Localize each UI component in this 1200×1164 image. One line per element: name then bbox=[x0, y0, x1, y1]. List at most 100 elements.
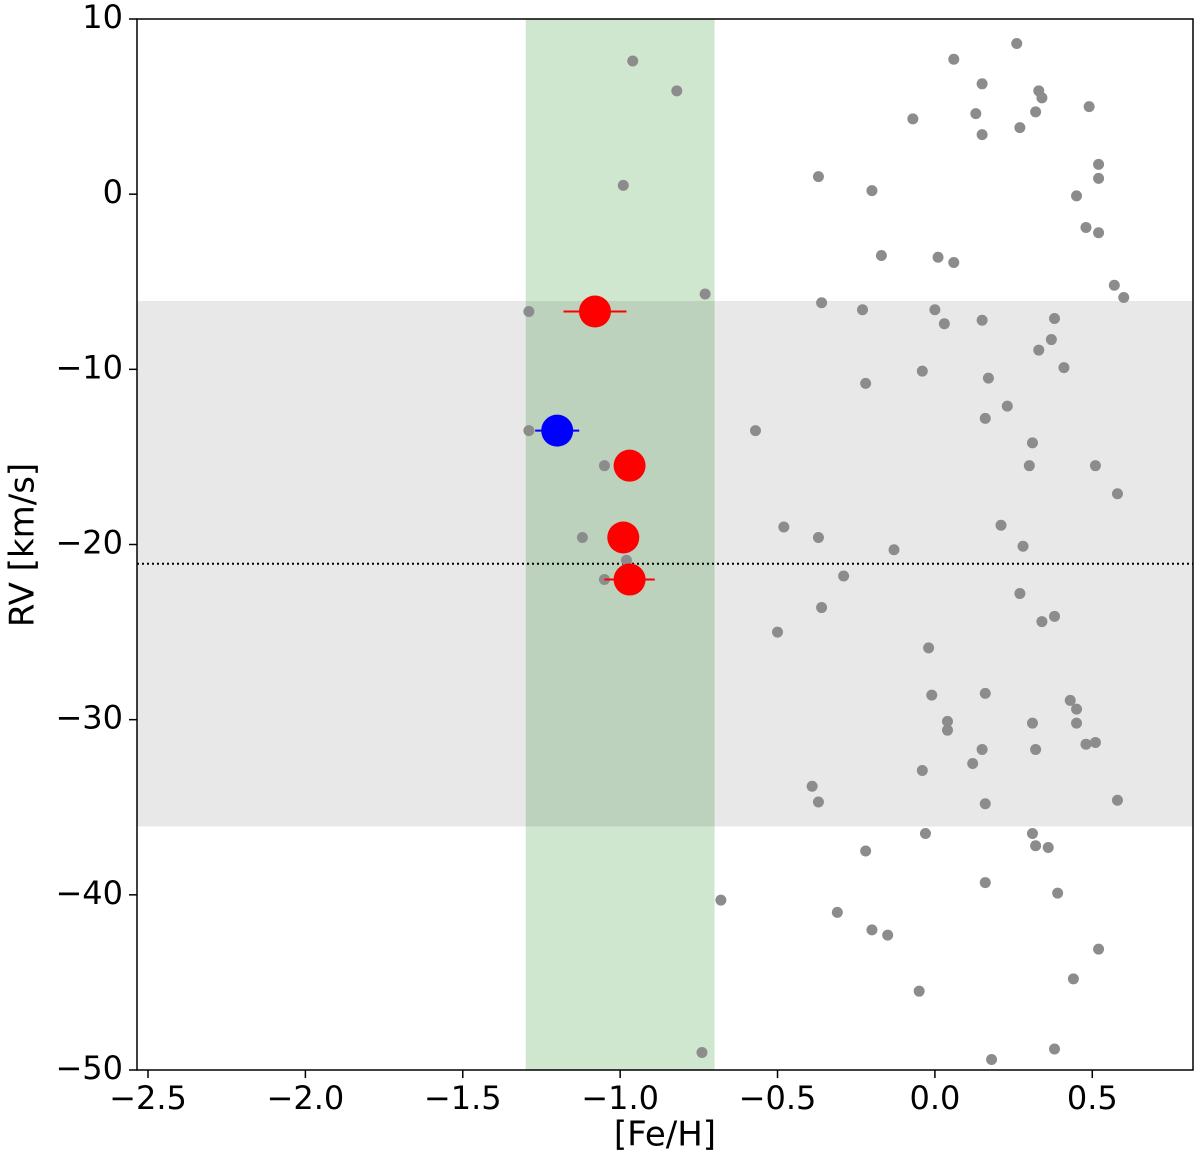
x-tick-label: −2.5 bbox=[109, 1079, 187, 1117]
data-point bbox=[523, 306, 535, 318]
data-point bbox=[1093, 172, 1105, 184]
y-tick-label: 0 bbox=[103, 173, 123, 211]
data-point bbox=[1023, 460, 1035, 472]
x-tick-label: −1.5 bbox=[424, 1079, 502, 1117]
data-point bbox=[715, 894, 727, 906]
y-axis-label: RV [km/s] bbox=[3, 463, 43, 627]
data-point bbox=[607, 521, 640, 554]
data-point bbox=[860, 377, 872, 389]
data-point bbox=[1064, 694, 1076, 706]
data-point bbox=[1067, 973, 1079, 985]
data-point bbox=[1093, 227, 1105, 239]
data-point bbox=[1118, 292, 1130, 304]
data-point bbox=[1071, 190, 1083, 202]
y-tick-label: 10 bbox=[82, 0, 123, 36]
data-point bbox=[620, 554, 632, 566]
data-point bbox=[866, 924, 878, 936]
data-point bbox=[941, 724, 953, 736]
data-point bbox=[1017, 540, 1029, 552]
data-point bbox=[979, 798, 991, 810]
data-point bbox=[749, 425, 761, 437]
data-point bbox=[982, 372, 994, 384]
data-point bbox=[976, 129, 988, 141]
data-point bbox=[1049, 1043, 1061, 1055]
data-point bbox=[806, 780, 818, 792]
data-point bbox=[1014, 122, 1026, 134]
y-tick-label: −50 bbox=[55, 1049, 123, 1087]
data-point bbox=[1052, 887, 1064, 899]
plot-frame bbox=[136, 18, 1194, 1071]
data-point bbox=[1108, 279, 1120, 291]
data-point bbox=[816, 297, 828, 309]
data-point bbox=[1036, 92, 1048, 104]
data-point bbox=[1011, 38, 1023, 50]
data-point bbox=[541, 414, 574, 447]
data-point bbox=[948, 53, 960, 65]
data-point bbox=[523, 425, 535, 437]
data-point bbox=[866, 185, 878, 197]
data-point bbox=[1089, 736, 1101, 748]
data-point bbox=[907, 113, 919, 125]
x-tick-label: 0.5 bbox=[1067, 1079, 1118, 1117]
data-point bbox=[929, 304, 941, 316]
data-point bbox=[941, 715, 953, 727]
data-point bbox=[1030, 743, 1042, 755]
data-point bbox=[979, 412, 991, 424]
data-point bbox=[1093, 158, 1105, 170]
data-point bbox=[976, 78, 988, 90]
data-point bbox=[1049, 313, 1061, 325]
data-point bbox=[1026, 437, 1038, 449]
data-point bbox=[1111, 794, 1123, 806]
data-point bbox=[882, 929, 894, 941]
y-tick-label: −20 bbox=[55, 524, 123, 562]
data-point bbox=[967, 757, 979, 769]
data-point bbox=[1030, 840, 1042, 852]
data-point bbox=[916, 365, 928, 377]
data-point bbox=[860, 845, 872, 857]
data-point bbox=[919, 828, 931, 840]
data-point bbox=[1080, 738, 1092, 750]
data-point bbox=[1071, 717, 1083, 729]
data-point bbox=[1089, 460, 1101, 472]
data-point bbox=[1033, 344, 1045, 356]
data-point bbox=[772, 626, 784, 638]
data-point bbox=[857, 304, 869, 316]
data-point bbox=[976, 314, 988, 326]
data-point bbox=[578, 295, 611, 328]
data-point bbox=[970, 108, 982, 120]
data-point bbox=[1049, 610, 1061, 622]
data-point bbox=[696, 1046, 708, 1058]
data-point bbox=[613, 449, 646, 482]
data-point bbox=[1111, 488, 1123, 500]
data-point bbox=[913, 985, 925, 997]
data-point bbox=[986, 1053, 998, 1065]
data-point bbox=[979, 877, 991, 889]
data-point bbox=[979, 687, 991, 699]
data-point bbox=[948, 256, 960, 268]
data-point bbox=[938, 318, 950, 330]
y-tick-label: −40 bbox=[55, 874, 123, 912]
data-point bbox=[888, 544, 900, 556]
data-point bbox=[1026, 717, 1038, 729]
y-tick-label: −10 bbox=[55, 348, 123, 386]
data-point bbox=[816, 602, 828, 614]
data-point bbox=[976, 743, 988, 755]
data-point bbox=[627, 55, 639, 67]
data-point bbox=[598, 460, 610, 472]
data-point bbox=[1071, 703, 1083, 715]
data-point bbox=[1030, 106, 1042, 118]
data-point bbox=[576, 531, 588, 543]
x-tick-label: −2.0 bbox=[267, 1079, 345, 1117]
data-point bbox=[995, 519, 1007, 531]
data-point bbox=[1014, 588, 1026, 600]
x-tick-label: −1.0 bbox=[581, 1079, 659, 1117]
data-point bbox=[831, 906, 843, 918]
x-tick-label: −0.5 bbox=[739, 1079, 817, 1117]
data-point bbox=[778, 521, 790, 533]
x-axis-label: [Fe/H] bbox=[614, 1115, 716, 1155]
data-point bbox=[812, 171, 824, 183]
data-point bbox=[671, 85, 683, 97]
data-point bbox=[812, 531, 824, 543]
data-point bbox=[1026, 828, 1038, 840]
